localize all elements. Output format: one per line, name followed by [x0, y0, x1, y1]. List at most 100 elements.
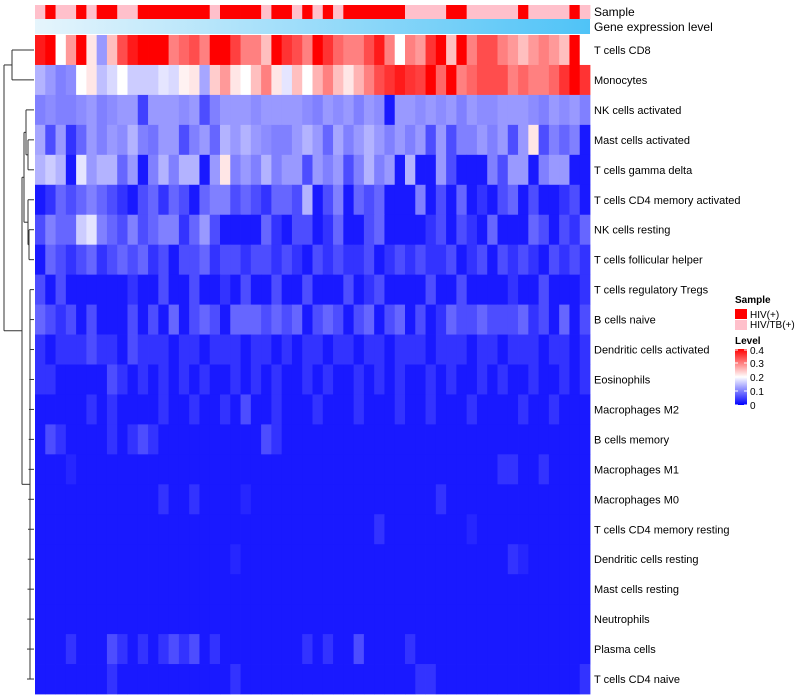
heatmap-cell — [127, 124, 139, 156]
heatmap-cell — [240, 274, 252, 305]
heatmap-cell — [178, 214, 190, 246]
heatmap-cell — [117, 454, 128, 485]
heatmap-cell — [250, 394, 262, 425]
heatmap-cell — [148, 94, 159, 126]
heatmap-cell — [507, 214, 519, 246]
heatmap-cell — [35, 304, 46, 335]
heatmap-cell — [312, 604, 324, 635]
heatmap-cell — [374, 544, 385, 575]
heatmap-cell — [209, 214, 221, 246]
heatmap-cell — [96, 35, 108, 66]
heatmap-cell — [466, 304, 478, 335]
heatmap-cell — [466, 394, 478, 425]
sample-cell — [148, 5, 159, 19]
heatmap-cell — [374, 454, 385, 485]
heatmap-cell — [446, 664, 457, 695]
heatmap-cell — [333, 244, 344, 276]
heatmap-cell — [86, 94, 98, 126]
heatmap-cell — [456, 484, 468, 515]
heatmap-cell — [579, 214, 591, 246]
heatmap-cell — [415, 664, 426, 695]
heatmap-cell — [343, 334, 355, 365]
row-label: Dendritic cells resting — [594, 554, 699, 566]
heatmap-cell — [415, 514, 426, 545]
heatmap-cell — [178, 274, 190, 305]
heatmap-cell — [507, 154, 519, 186]
sample-cell — [507, 5, 519, 19]
heatmap-cell — [76, 514, 87, 545]
heatmap-cell — [435, 64, 447, 96]
heatmap-cell — [137, 334, 149, 365]
heatmap-cell — [374, 634, 385, 665]
heatmap-cell — [538, 154, 550, 186]
heatmap-cell — [435, 634, 447, 665]
sample-annotation-label: Sample — [594, 5, 635, 19]
heatmap-cell — [569, 304, 581, 335]
heatmap-cell — [435, 35, 447, 66]
heatmap-cell — [148, 484, 159, 515]
heatmap-cell — [548, 274, 560, 305]
heatmap-cell — [106, 454, 118, 485]
heatmap-cell — [291, 424, 303, 455]
heatmap-cell — [96, 304, 108, 335]
heatmap-cell — [261, 364, 272, 395]
heatmap-cell — [528, 184, 540, 216]
heatmap-cell — [55, 94, 67, 126]
heatmap-cell — [312, 334, 324, 365]
heatmap-cell — [261, 244, 272, 276]
heatmap-cell — [374, 154, 385, 186]
sample-cell — [55, 5, 67, 19]
heatmap-cell — [518, 514, 529, 545]
heatmap-cell — [579, 604, 591, 635]
sample-cell — [518, 5, 529, 19]
heatmap-cell — [343, 394, 355, 425]
heatmap-cell — [466, 484, 478, 515]
heatmap-cell — [148, 184, 159, 216]
sample-cell — [548, 5, 560, 19]
heatmap-cell — [106, 364, 118, 395]
heatmap-cell — [65, 124, 77, 156]
heatmap-cell — [291, 484, 303, 515]
heatmap-cell — [117, 94, 128, 126]
heatmap-cell — [96, 364, 108, 395]
heatmap-cell — [86, 124, 98, 156]
heatmap-cell — [65, 214, 77, 246]
heatmap-cell — [466, 214, 478, 246]
heatmap-cell — [456, 334, 468, 365]
row-label: NK cells resting — [594, 225, 670, 237]
heatmap-cell — [487, 424, 498, 455]
heatmap-cell — [45, 334, 56, 365]
heatmap-cell — [281, 124, 293, 156]
heatmap-cell — [476, 364, 488, 395]
heatmap-cell — [189, 484, 200, 515]
heatmap-cell — [65, 35, 77, 66]
heatmap-cell — [425, 94, 437, 126]
heatmap-cell — [394, 154, 406, 186]
heatmap-cell — [579, 274, 591, 305]
sample-cell — [199, 5, 211, 19]
heatmap-cell — [65, 424, 77, 455]
heatmap-cell — [343, 544, 355, 575]
heatmap-cell — [96, 184, 108, 216]
heatmap-cell — [476, 514, 488, 545]
heatmap-cell — [353, 304, 365, 335]
heatmap-cell — [65, 154, 77, 186]
heatmap-cell — [55, 544, 67, 575]
heatmap-cell — [528, 304, 540, 335]
heatmap-cell — [45, 544, 56, 575]
heatmap-cell — [209, 124, 221, 156]
heatmap-cell — [127, 604, 139, 635]
heatmap-cell — [281, 214, 293, 246]
heatmap-cell — [487, 124, 498, 156]
heatmap-cell — [363, 94, 375, 126]
row-label: Neutrophils — [594, 614, 650, 626]
heatmap-cell — [425, 64, 437, 96]
heatmap-cell — [497, 214, 509, 246]
heatmap-cell — [96, 454, 108, 485]
heatmap-cell — [538, 244, 550, 276]
heatmap-cell — [76, 544, 87, 575]
heatmap-cell — [569, 214, 581, 246]
heatmap-cell — [446, 35, 457, 66]
heatmap-cell — [405, 184, 416, 216]
heatmap-cell — [363, 484, 375, 515]
